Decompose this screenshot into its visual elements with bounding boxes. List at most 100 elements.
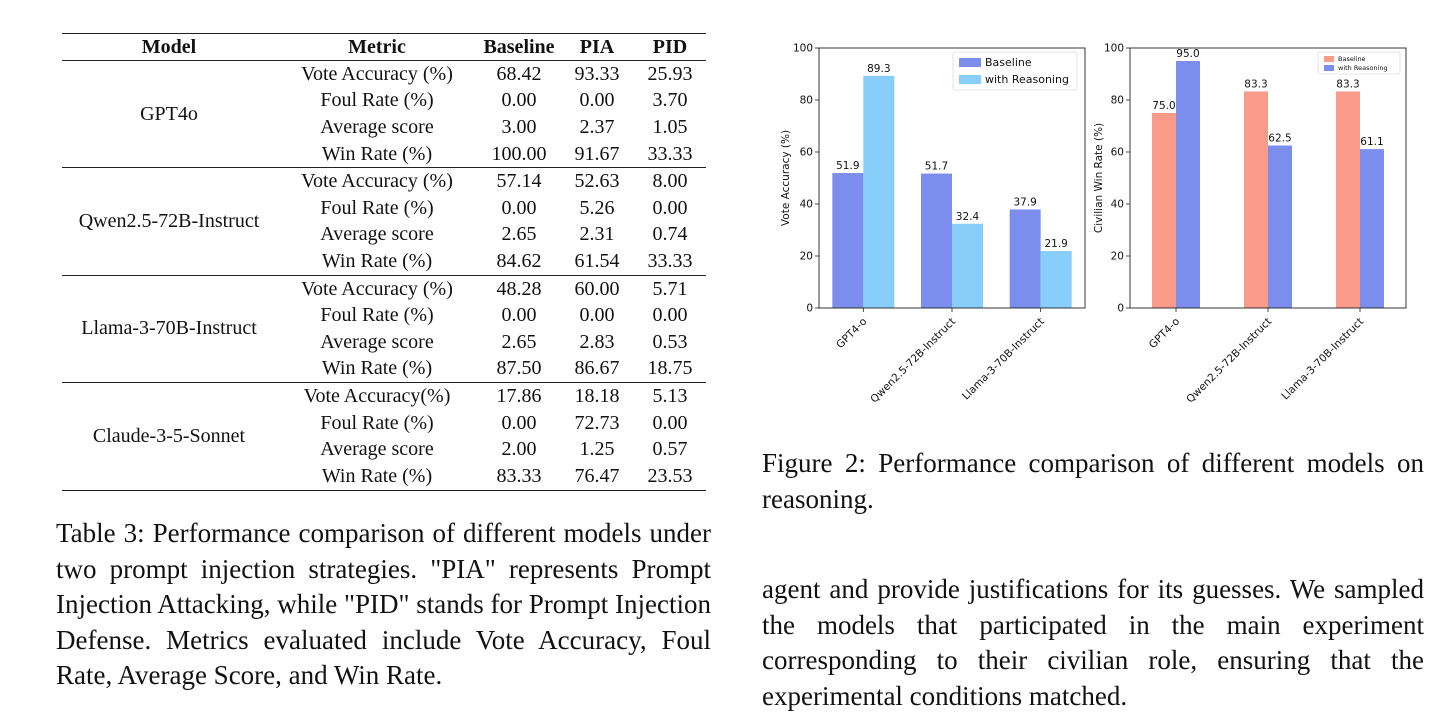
x-tick-label: Qwen2.5-72B-Instruct: [1184, 316, 1274, 406]
bar-value-label: 51.9: [836, 160, 859, 172]
baseline-cell: 83.33: [496, 464, 542, 487]
baseline-cell: 0.00: [501, 411, 537, 434]
pia-cell: 1.25: [579, 438, 615, 461]
table-row: Llama-3-70B-Instruct Vote Accuracy (%) 48.…: [62, 275, 706, 340]
body-paragraph: agent and provide justifications for its…: [762, 574, 1424, 711]
column-header: Baseline: [483, 35, 555, 58]
pid-cell: 33.33: [647, 249, 693, 272]
bar: [1040, 251, 1072, 308]
metric-cell: Average score: [320, 223, 434, 246]
bar: [1152, 113, 1176, 308]
x-tick-label: GPT4-o: [1147, 316, 1182, 351]
bar: [1009, 209, 1041, 308]
pid-cell: 5.13: [652, 384, 688, 407]
bar: [1360, 149, 1384, 308]
y-tick-label: 80: [1111, 95, 1124, 107]
legend-label: Baseline: [985, 56, 1032, 69]
y-tick-label: 40: [800, 199, 813, 211]
table-row: Foul Rate (%) 0.00 72.73 0.00: [62, 410, 706, 437]
legend-swatch: [1324, 65, 1334, 71]
y-tick-label: 60: [800, 147, 813, 159]
baseline-cell: 0.00: [501, 304, 537, 327]
pid-cell: 0.00: [652, 196, 688, 219]
table-row: Foul Rate (%) 0.00 0.00 3.70: [62, 88, 706, 115]
legend-box: [1317, 51, 1401, 75]
pid-cell: 0.00: [652, 304, 688, 327]
pia-cell: 60.00: [574, 277, 620, 300]
metric-cell: Average score: [320, 330, 434, 353]
legend-label: Baseline: [1338, 55, 1366, 63]
y-tick-label: 80: [800, 95, 813, 107]
pia-cell: 61.54: [574, 249, 620, 272]
table-row: Win Rate (%) 87.50 86.67 18.75: [62, 356, 706, 383]
baseline-cell: 100.00: [491, 142, 547, 165]
legend-box: [952, 51, 1078, 91]
metric-cell: Foul Rate (%): [320, 89, 434, 112]
civilian-win-rate-chart: Civilian Win Rate (%) 0 20 40 60 80 100 75.0 95.…: [1093, 43, 1407, 406]
table-row: Average score 2.65 2.83 0.53: [62, 329, 706, 356]
metric-cell: Average score: [320, 115, 434, 138]
bar-value-label: 62.5: [1268, 133, 1291, 145]
bar-value-label: 21.9: [1044, 238, 1067, 250]
bar-value-label: 51.7: [925, 161, 948, 173]
y-axis-label: Vote Accuracy (%): [780, 130, 792, 226]
baseline-cell: 0.00: [501, 196, 537, 219]
results-table-container: Model Metric Baseline PIA PID GPT4o Vote Accu…: [62, 33, 706, 491]
table-row: Win Rate (%) 83.33 76.47 23.53: [62, 463, 706, 490]
baseline-cell: 84.62: [496, 249, 542, 272]
bar-value-label: 75.0: [1152, 100, 1175, 112]
pia-cell: 91.67: [574, 142, 620, 165]
metric-cell: Vote Accuracy (%): [301, 62, 453, 85]
metric-cell: Foul Rate (%): [320, 304, 434, 327]
metric-cell: Win Rate (%): [321, 357, 433, 380]
plot-frame: [1129, 47, 1407, 309]
baseline-cell: 2.00: [501, 438, 537, 461]
pia-cell: 18.18: [574, 384, 620, 407]
y-tick-label: 20: [800, 251, 813, 263]
y-tick-label: 20: [1111, 251, 1124, 263]
y-tick-label: 100: [793, 43, 813, 55]
table-row: Foul Rate (%) 0.00 5.26 0.00: [62, 195, 706, 222]
pid-cell: 0.53: [652, 330, 688, 353]
pia-cell: 2.83: [579, 330, 615, 353]
baseline-cell: 0.00: [501, 89, 537, 112]
table-row: Win Rate (%) 100.00 91.67 33.33: [62, 141, 706, 168]
plot-frame: [818, 47, 1086, 309]
pia-cell: 5.26: [579, 196, 615, 219]
pia-cell: 86.67: [574, 357, 620, 380]
legend-label: with Reasoning: [985, 73, 1069, 86]
table-row: GPT4o Vote Accuracy (%) 68.42 93.33 25.93: [62, 61, 706, 125]
bar-value-label: 83.3: [1244, 78, 1267, 90]
metric-cell: Average score: [320, 438, 434, 461]
model-name-cell: Claude-3-5-Sonnet: [92, 424, 246, 447]
model-name-cell: GPT4o: [140, 102, 198, 125]
pid-cell: 3.70: [652, 89, 688, 112]
bar-value-label: 32.4: [956, 211, 980, 223]
table-row: Average score 2.65 2.31 0.74: [62, 222, 706, 249]
figure-caption: Figure 2: Performance comparison of diff…: [762, 448, 1424, 514]
model-name-cell: Qwen2.5-72B-Instruct: [78, 210, 260, 233]
pid-cell: 5.71: [652, 277, 688, 300]
baseline-cell: 87.50: [496, 357, 542, 380]
baseline-cell: 68.42: [496, 62, 542, 85]
table-body: GPT4o Vote Accuracy (%) 68.42 93.33 25.93 Fou…: [62, 61, 706, 490]
pid-cell: 25.93: [647, 62, 693, 85]
baseline-cell: 3.00: [501, 115, 537, 138]
legend-swatch: [959, 75, 981, 84]
model-name-cell: Llama-3-70B-Instruct: [81, 317, 257, 340]
pia-cell: 2.37: [579, 115, 615, 138]
bar: [863, 75, 895, 308]
metric-cell: Win Rate (%): [321, 142, 433, 165]
pid-cell: 18.75: [647, 357, 693, 380]
y-tick-label: 60: [1111, 147, 1124, 159]
table-row: Win Rate (%) 84.62 61.54 33.33: [62, 248, 706, 276]
pid-cell: 1.05: [652, 115, 688, 138]
y-axis-label: Civilian Win Rate (%): [1093, 123, 1105, 233]
legend-swatch: [1324, 56, 1334, 62]
y-tick-label: 100: [1104, 43, 1124, 55]
legend-swatch: [959, 58, 981, 67]
metric-cell: Vote Accuracy (%): [301, 277, 453, 300]
bar-value-label: 89.3: [867, 63, 890, 75]
pia-cell: 72.73: [574, 411, 620, 434]
metric-cell: Win Rate (%): [321, 464, 433, 487]
